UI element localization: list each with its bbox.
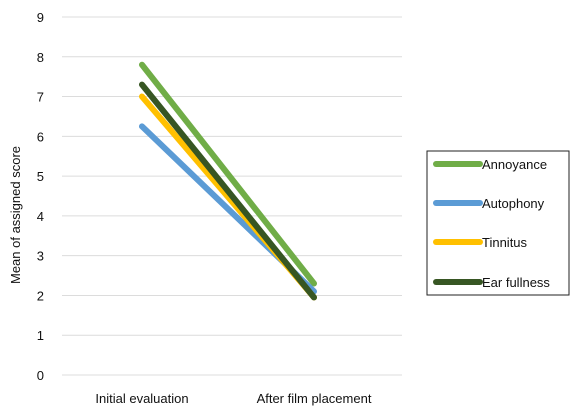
x-category-label: After film placement (257, 391, 372, 406)
x-axis-categories: Initial evaluation After film placement (95, 391, 371, 406)
legend: Annoyance Autophony Tinnitus Ear fullness (426, 150, 570, 296)
series-lines (139, 61, 317, 301)
y-tick-label: 5 (37, 169, 44, 184)
y-tick-label: 1 (37, 328, 44, 343)
y-tick-label: 3 (37, 249, 44, 264)
legend-entry-label: Tinnitus (482, 235, 528, 250)
x-category-label: Initial evaluation (95, 391, 188, 406)
y-tick-label: 7 (37, 90, 44, 105)
y-tick-label: 6 (37, 129, 44, 144)
y-axis-ticks: 0 1 2 3 4 5 6 7 8 9 (37, 10, 44, 383)
series-line-ear-fullness (139, 81, 317, 301)
y-tick-label: 4 (37, 209, 44, 224)
y-tick-label: 2 (37, 288, 44, 303)
y-axis-title: Mean of assigned score (8, 146, 23, 284)
y-tick-label: 8 (37, 50, 44, 65)
series-line-annoyance (139, 61, 317, 287)
y-tick-label: 9 (37, 10, 44, 25)
legend-entry-label: Autophony (482, 196, 545, 211)
legend-box (426, 150, 570, 296)
legend-entry-label: Annoyance (482, 157, 547, 172)
y-tick-label: 0 (37, 368, 44, 383)
legend-entry-label: Ear fullness (482, 275, 550, 290)
